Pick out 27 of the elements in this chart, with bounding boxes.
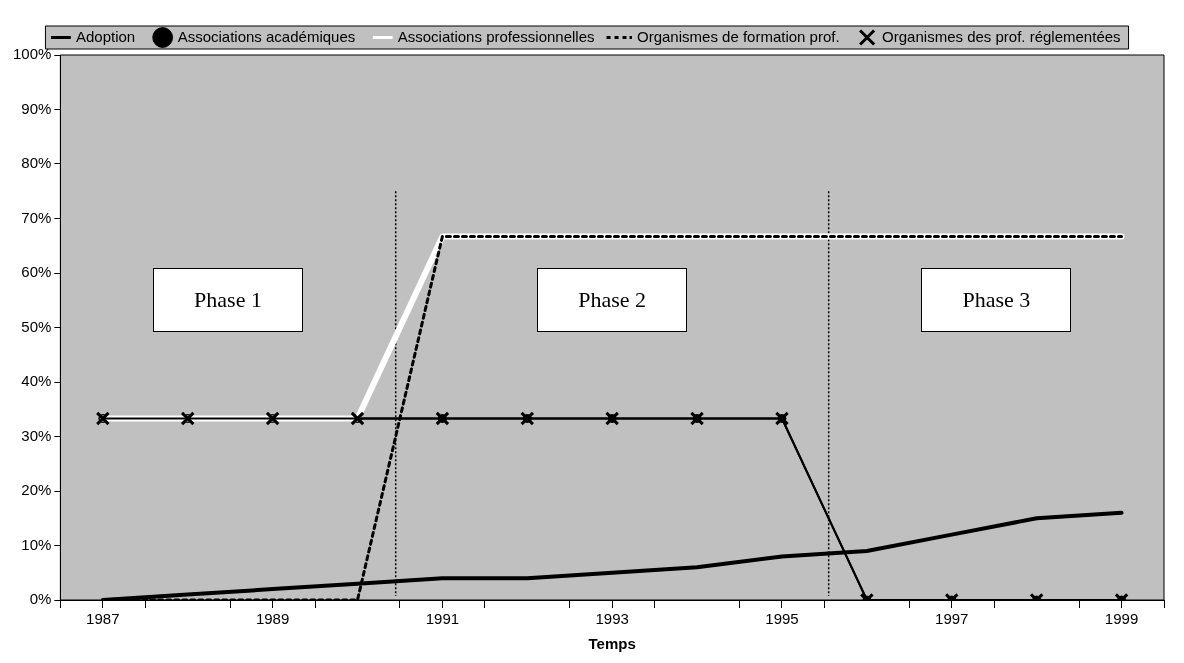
x-tick-label: 1999 xyxy=(1104,610,1139,628)
x-tick-label: 1997 xyxy=(935,610,969,628)
x-tick-label: 1995 xyxy=(765,610,799,628)
y-tick-label: 80% xyxy=(21,154,52,172)
label-box: Phase 3 xyxy=(921,268,1072,333)
y-tick-label: 60% xyxy=(21,263,52,281)
y-tick-label: 30% xyxy=(21,426,52,444)
x-tick-label: 1991 xyxy=(425,610,460,628)
label-box: Phase 2 xyxy=(537,268,688,333)
x-tick-label: 1987 xyxy=(86,610,120,628)
legend-label: Associations académiques xyxy=(177,27,356,45)
legend-label: Organismes des prof. réglementées xyxy=(882,27,1121,45)
label-box: Phase 1 xyxy=(153,268,304,333)
y-tick-label: 40% xyxy=(21,372,52,390)
y-tick-label: 100% xyxy=(12,45,52,63)
y-tick-label: 20% xyxy=(21,481,52,499)
x-axis-title: Temps xyxy=(588,635,636,653)
x-tick-label: 1993 xyxy=(595,610,629,628)
legend-label: Organismes de formation prof. xyxy=(637,27,840,45)
y-tick-label: 0% xyxy=(29,590,52,608)
y-tick-label: 10% xyxy=(21,535,52,553)
y-tick-label: 70% xyxy=(21,208,52,226)
y-tick-label: 90% xyxy=(21,99,52,117)
y-tick-label: 50% xyxy=(21,317,52,335)
x-tick-label: 1989 xyxy=(255,610,290,628)
legend-label: Adoption xyxy=(75,27,136,45)
legend-label: Associations professionnelles xyxy=(397,27,595,45)
